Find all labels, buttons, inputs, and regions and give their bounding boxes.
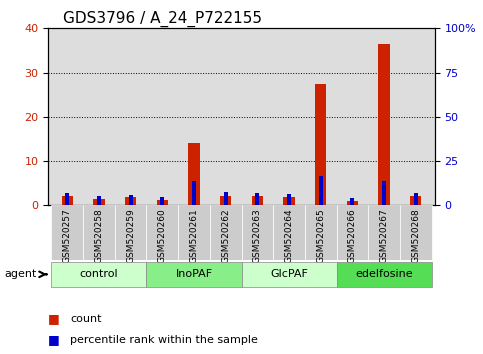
Bar bbox=[350, 198, 355, 205]
Text: GSM520264: GSM520264 bbox=[284, 208, 294, 263]
FancyBboxPatch shape bbox=[115, 205, 146, 260]
Bar bbox=[382, 181, 386, 205]
Bar bbox=[160, 198, 164, 205]
Text: percentile rank within the sample: percentile rank within the sample bbox=[70, 335, 258, 345]
Bar bbox=[252, 196, 263, 205]
Text: GSM520258: GSM520258 bbox=[95, 208, 103, 263]
Text: GSM520265: GSM520265 bbox=[316, 208, 325, 263]
FancyBboxPatch shape bbox=[305, 205, 337, 260]
Text: GSM520262: GSM520262 bbox=[221, 208, 230, 263]
Text: GDS3796 / A_24_P722155: GDS3796 / A_24_P722155 bbox=[63, 11, 262, 27]
Bar bbox=[97, 196, 101, 205]
Bar bbox=[410, 196, 421, 205]
Bar bbox=[379, 44, 390, 205]
Text: edelfosine: edelfosine bbox=[355, 269, 413, 279]
Text: ■: ■ bbox=[48, 333, 64, 346]
Text: agent: agent bbox=[5, 269, 37, 279]
FancyBboxPatch shape bbox=[242, 205, 273, 260]
FancyBboxPatch shape bbox=[83, 205, 115, 260]
FancyBboxPatch shape bbox=[273, 205, 305, 260]
Bar bbox=[220, 195, 231, 205]
Text: ■: ■ bbox=[48, 312, 64, 325]
Bar bbox=[125, 198, 136, 205]
FancyBboxPatch shape bbox=[337, 262, 431, 287]
Bar bbox=[157, 200, 168, 205]
FancyBboxPatch shape bbox=[400, 205, 431, 260]
Text: GSM520257: GSM520257 bbox=[63, 208, 72, 263]
Bar bbox=[93, 199, 104, 205]
Text: GSM520259: GSM520259 bbox=[126, 208, 135, 263]
Bar bbox=[319, 176, 323, 205]
Bar bbox=[287, 194, 291, 205]
Text: GSM520263: GSM520263 bbox=[253, 208, 262, 263]
Bar bbox=[62, 196, 73, 205]
Text: GSM520267: GSM520267 bbox=[380, 208, 388, 263]
FancyBboxPatch shape bbox=[210, 205, 242, 260]
FancyBboxPatch shape bbox=[178, 205, 210, 260]
FancyBboxPatch shape bbox=[146, 205, 178, 260]
FancyBboxPatch shape bbox=[337, 205, 368, 260]
Bar bbox=[65, 193, 69, 205]
Text: InoPAF: InoPAF bbox=[175, 269, 213, 279]
Bar bbox=[192, 181, 196, 205]
Bar bbox=[284, 198, 295, 205]
Bar bbox=[256, 193, 259, 205]
Text: control: control bbox=[80, 269, 118, 279]
Bar bbox=[347, 201, 358, 205]
Bar bbox=[128, 195, 133, 205]
Bar bbox=[414, 193, 418, 205]
Bar bbox=[315, 84, 326, 205]
Bar bbox=[224, 192, 227, 205]
Text: GSM520268: GSM520268 bbox=[411, 208, 420, 263]
Bar bbox=[188, 143, 199, 205]
Text: GSM520261: GSM520261 bbox=[189, 208, 199, 263]
Text: GSM520260: GSM520260 bbox=[158, 208, 167, 263]
FancyBboxPatch shape bbox=[242, 262, 337, 287]
Text: GlcPAF: GlcPAF bbox=[270, 269, 308, 279]
FancyBboxPatch shape bbox=[368, 205, 400, 260]
FancyBboxPatch shape bbox=[52, 262, 146, 287]
FancyBboxPatch shape bbox=[52, 205, 83, 260]
Text: GSM520266: GSM520266 bbox=[348, 208, 357, 263]
FancyBboxPatch shape bbox=[146, 262, 242, 287]
Text: count: count bbox=[70, 314, 101, 324]
